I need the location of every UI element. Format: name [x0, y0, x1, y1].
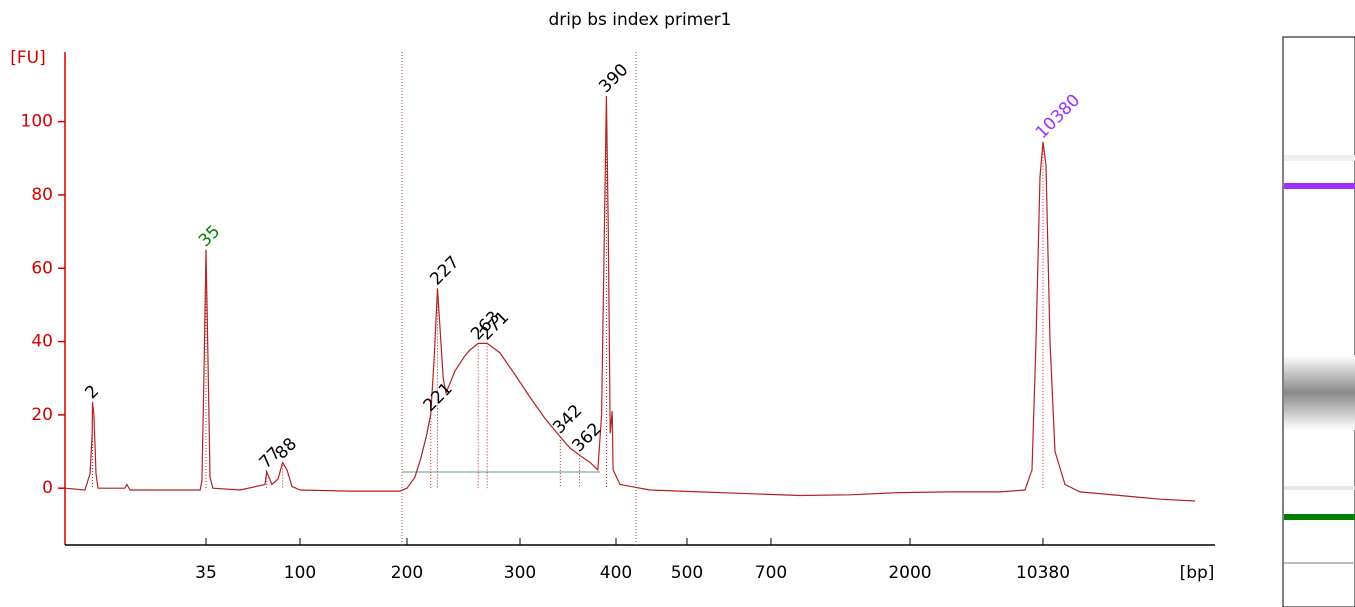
y-axis-label: [FU]: [10, 48, 46, 68]
peak-label: 221: [420, 379, 457, 416]
gel-lane: [1282, 36, 1355, 607]
x-tick-label: 400: [600, 563, 632, 583]
y-tick-label: 20: [31, 405, 53, 425]
gel-band: [1284, 514, 1355, 520]
trace: [64, 95, 1196, 502]
peak-label: 227: [426, 252, 463, 289]
gel-band: [1284, 183, 1355, 189]
peak-label: 2: [81, 381, 103, 403]
x-tick-label: 300: [504, 563, 536, 583]
gel-band: [1284, 562, 1355, 564]
y-tick-label: 80: [31, 185, 53, 205]
gel-band: [1284, 155, 1355, 161]
x-tick-label: 10380: [1016, 563, 1070, 583]
peak-label: 390: [595, 60, 632, 97]
y-tick-label: 60: [31, 258, 53, 278]
x-tick-label: 700: [755, 563, 787, 583]
x-axis-label: [bp]: [1180, 563, 1215, 583]
x-tick-label: 35: [195, 563, 217, 583]
x-tick-label: 200: [391, 563, 423, 583]
x-tick-label: 100: [284, 563, 316, 583]
y-tick-label: 0: [42, 478, 53, 498]
y-tick-label: 40: [31, 332, 53, 352]
gel-band: [1284, 355, 1355, 430]
x-tick-label: 2000: [888, 563, 931, 583]
gel-frame: [1282, 36, 1355, 607]
peak-label: 10380: [1032, 90, 1084, 142]
x-tick-label: 500: [671, 563, 703, 583]
chart-title: drip bs index primer1: [549, 10, 732, 30]
peak-label: 35: [195, 222, 224, 251]
y-tick-label: 100: [21, 112, 53, 132]
gel-band: [1284, 486, 1355, 490]
